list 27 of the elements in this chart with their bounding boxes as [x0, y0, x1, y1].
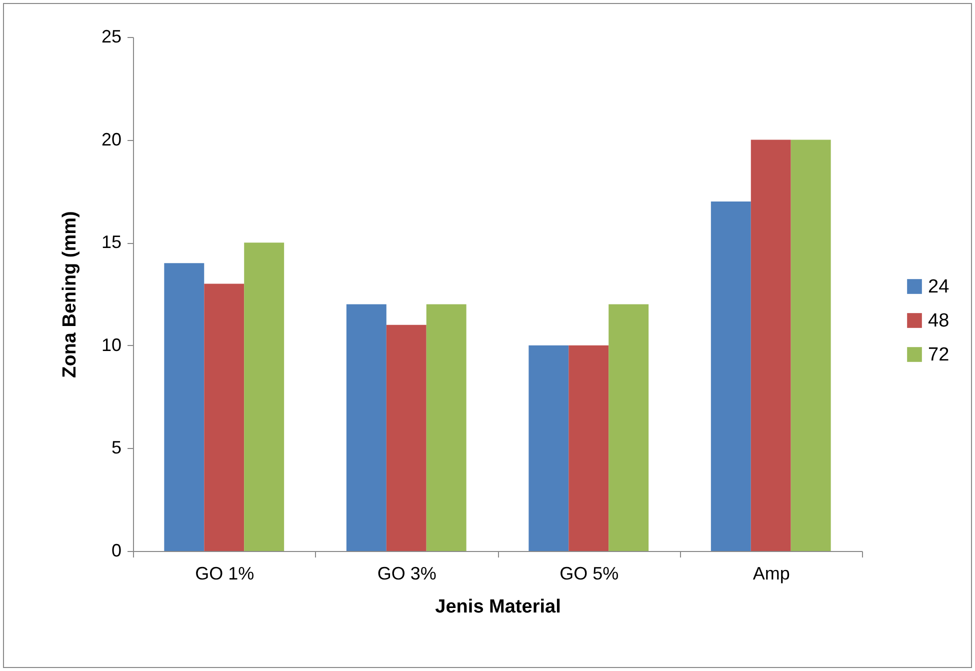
y-axis-title: Zona Bening (mm): [59, 211, 80, 378]
legend-label: 24: [928, 276, 950, 298]
bar: [710, 201, 751, 551]
bar: [568, 345, 609, 551]
bar: [164, 263, 204, 551]
bar: [528, 345, 569, 551]
bar: [790, 140, 831, 551]
legend-label: 72: [928, 344, 950, 366]
bar: [750, 140, 791, 551]
x-axis-title: Jenis Material: [435, 596, 561, 618]
bar: [386, 324, 426, 551]
y-tick-label: 5: [111, 438, 122, 458]
y-tick-label: 15: [101, 232, 122, 252]
x-tick-label: Amp: [752, 564, 790, 584]
y-tick-label: 10: [101, 334, 122, 355]
y-tick-label: 0: [111, 540, 122, 560]
legend-label: 48: [928, 310, 950, 332]
bar: [608, 304, 649, 551]
x-tick-label: GO 3%: [377, 564, 436, 584]
x-tick-label: GO 1%: [195, 564, 254, 584]
y-tick-label: 25: [101, 26, 122, 46]
x-tick-label: GO 5%: [560, 564, 619, 584]
bar: [244, 242, 284, 551]
bar: [346, 304, 386, 551]
y-tick-label: 20: [101, 129, 122, 150]
bar: [426, 304, 466, 551]
bar: [204, 284, 244, 551]
